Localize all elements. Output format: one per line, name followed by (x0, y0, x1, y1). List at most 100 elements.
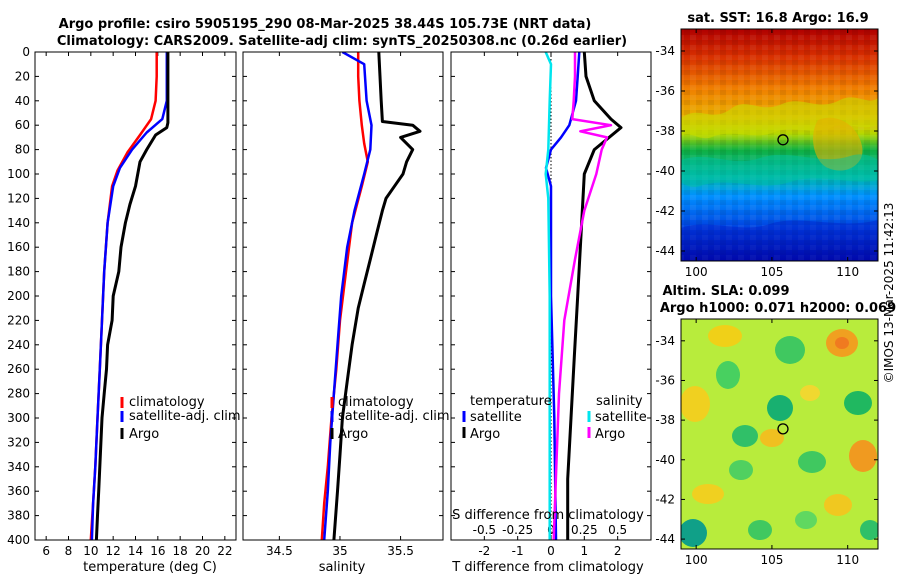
temperature-axis-label: temperature (deg C) (83, 560, 217, 575)
legend-s-satellite-label: satellite (595, 410, 647, 425)
salinity-panel: 34.5 35 35.5 salinity climatology satellit… (242, 51, 450, 575)
salinity-axis-label: salinity (319, 560, 366, 575)
salinity-legend: climatology satellite-adj. clim Argo (330, 395, 450, 442)
figure-title-line1: Argo profile: csiro 5905195_290 08-Mar-2… (59, 17, 592, 32)
x-tick-label: 35.5 (387, 544, 414, 558)
depth-tick-label: 380 (7, 509, 30, 523)
sla-longitude-ticks: 100 105 110 (685, 319, 859, 567)
s-diff-tick-label: -0.5 (473, 523, 496, 537)
salinity-depth-gridlines (243, 51, 443, 541)
longitude-tick-label: 100 (685, 265, 708, 279)
depth-tick-label: 200 (7, 289, 30, 303)
latitude-tick-label: -38 (655, 413, 675, 427)
sla-map-panel: Altim. SLA: 0.099 Argo h1000: 0.071 h200… (655, 284, 896, 567)
x-tick-label: 22 (217, 544, 232, 558)
legend-t-satellite-label: satellite (470, 410, 522, 425)
depth-tick-label: 140 (7, 216, 30, 230)
depth-tick-label: 160 (7, 240, 30, 254)
sst-map-panel: sat. SST: 16.8 Argo: 16.9 -34 -36 -38 -40 -4… (655, 11, 879, 279)
x-tick-label: 20 (195, 544, 210, 558)
argo-height-title: Argo h1000: 0.071 h2000: 0.069 (660, 301, 896, 316)
x-tick-label: 14 (128, 544, 143, 558)
x-tick-label: -2 (478, 544, 490, 558)
depth-tick-label: 60 (15, 118, 30, 132)
sst-cold-south (681, 220, 878, 261)
series-line-s-satellite (544, 52, 553, 540)
s-diff-tick-label: 0.25 (571, 523, 598, 537)
depth-tick-label: 360 (7, 484, 30, 498)
latitude-tick-label: -38 (655, 124, 675, 138)
depth-tick-label: 180 (7, 265, 30, 279)
legend-satellite-label: satellite-adj. clim (338, 409, 450, 424)
legend-temperature-title: temperature (470, 394, 552, 409)
sst-warm-eddy (813, 117, 863, 171)
x-tick-label: -1 (512, 544, 524, 558)
longitude-tick-label: 105 (760, 553, 783, 567)
sla-warm-anomalies (681, 325, 877, 516)
s-difference-axis-ticks: -0.5 -0.25 0 0.25 0.5 (473, 523, 628, 537)
series-line-t-argo (566, 52, 623, 540)
series-line-s-argo (552, 52, 613, 540)
temperature-panel: 0 20 40 60 80 100 120 140 160 180 200 220 240 260 280 3… (7, 45, 241, 575)
latitude-tick-label: -42 (655, 492, 675, 506)
sst-cool-band (681, 154, 878, 187)
depth-tick-label: 120 (7, 191, 30, 205)
argo-location-marker (777, 423, 789, 435)
latitude-tick-label: -40 (655, 164, 675, 178)
sst-longitude-ticks: 100 105 110 (685, 29, 859, 279)
series-line-argo (332, 52, 422, 540)
temperature-depth-gridlines (35, 51, 236, 541)
depth-tick-label: 40 (15, 94, 30, 108)
longitude-tick-label: 110 (836, 553, 859, 567)
sla-latitude-ticks: -34 -36 -38 -40 -42 -44 (655, 334, 878, 546)
x-tick-label: 0 (547, 544, 555, 558)
x-tick-label: 2 (614, 544, 622, 558)
depth-tick-label: 320 (7, 435, 30, 449)
depth-tick-label: 220 (7, 313, 30, 327)
longitude-tick-label: 110 (836, 265, 859, 279)
latitude-tick-label: -40 (655, 453, 675, 467)
series-line-satellite-adj-clim (322, 52, 373, 540)
s-diff-tick-label: -0.25 (502, 523, 533, 537)
t-difference-axis-label: T difference from climatology (451, 560, 644, 575)
series-line-t-satellite (544, 52, 581, 540)
series-line-argo (94, 52, 170, 540)
temperature-series (89, 52, 170, 540)
sla-field (681, 319, 878, 549)
imos-watermark: ©IMOS 13-Mar-2025 11:42:13 (882, 203, 896, 384)
legend-t-argo-label: Argo (470, 427, 500, 442)
sst-latitude-ticks: -34 -36 -38 -40 -42 -44 (655, 44, 878, 258)
sla-cool-anomalies (681, 336, 878, 547)
depth-tick-label: 80 (15, 143, 30, 157)
temperature-plot-frame (34, 51, 237, 541)
sst-map-title: sat. SST: 16.8 Argo: 16.9 (687, 11, 868, 26)
depth-tick-label: 340 (7, 460, 30, 474)
latitude-tick-label: -42 (655, 204, 675, 218)
sla-map-frame (680, 318, 879, 550)
depth-tick-label: 20 (15, 69, 30, 83)
depth-axis-ticks: 0 20 40 60 80 100 120 140 160 180 200 220 240 260 280 3… (7, 45, 30, 547)
sst-field (681, 29, 878, 261)
salinity-plot-frame (242, 51, 444, 541)
longitude-tick-label: 100 (685, 553, 708, 567)
legend-satellite-label: satellite-adj. clim (129, 409, 241, 424)
x-tick-label: 10 (83, 544, 98, 558)
figure-title-line2: Climatology: CARS2009. Satellite-adj cli… (57, 34, 627, 49)
latitude-tick-label: -44 (655, 244, 675, 258)
legend-s-argo-label: Argo (595, 427, 625, 442)
series-line-satellite-adj-clim (90, 52, 169, 540)
legend-argo-label: Argo (338, 427, 368, 442)
latitude-tick-label: -44 (655, 532, 675, 546)
depth-tick-label: 100 (7, 167, 30, 181)
latitude-tick-label: -34 (655, 44, 675, 58)
x-tick-label: 16 (150, 544, 165, 558)
depth-tick-label: 260 (7, 362, 30, 376)
longitude-tick-label: 105 (760, 265, 783, 279)
legend-climatology-label: climatology (338, 395, 414, 410)
sla-map-title: Altim. SLA: 0.099 (663, 284, 790, 299)
x-tick-label: 35 (332, 544, 347, 558)
depth-tick-label: 280 (7, 387, 30, 401)
x-tick-label: 1 (581, 544, 589, 558)
difference-legend: temperature satellite Argo salinity sate… (462, 394, 647, 442)
difference-plot-frame (450, 51, 652, 541)
